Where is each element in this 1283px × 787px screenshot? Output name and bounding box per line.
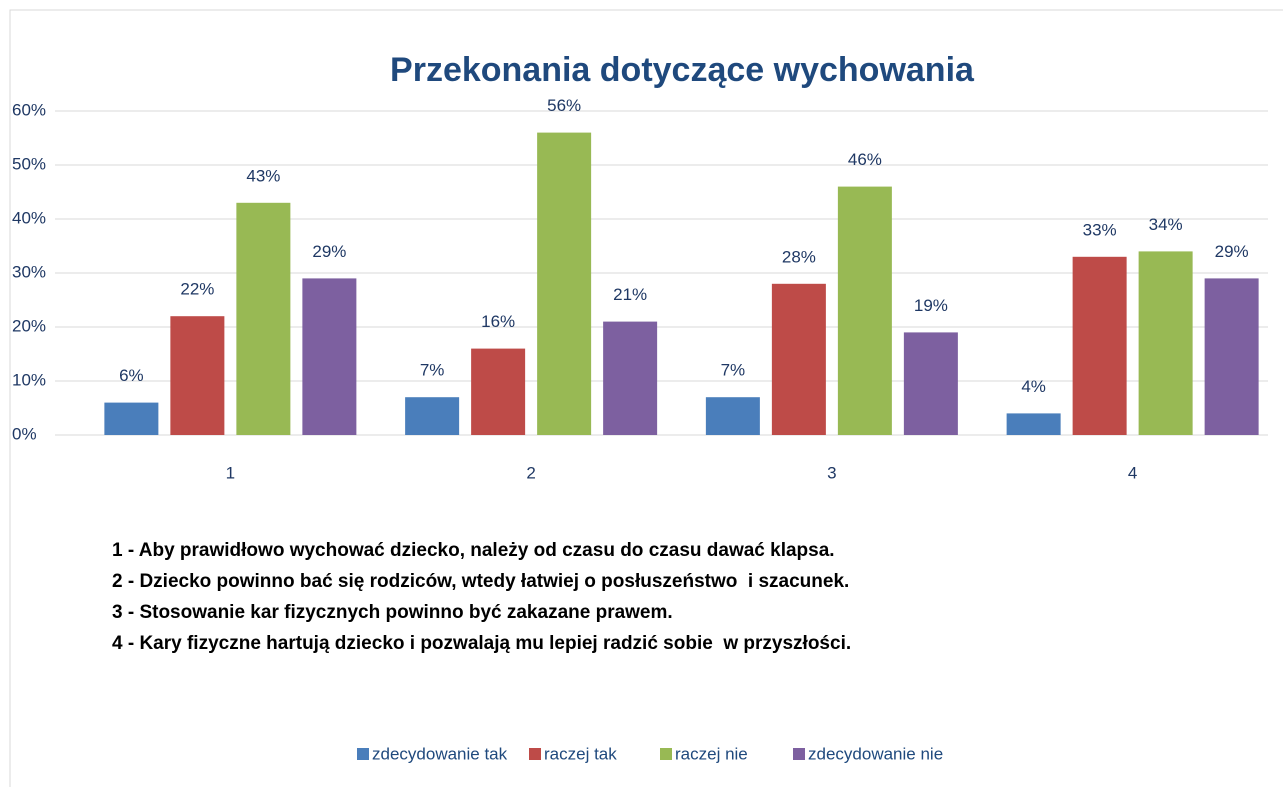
bar <box>771 283 826 435</box>
legend-swatch <box>660 748 672 760</box>
bar <box>903 332 958 435</box>
y-tick-label: 0% <box>12 424 37 443</box>
data-label: 34% <box>1149 215 1183 234</box>
bar <box>1072 256 1127 435</box>
bar <box>537 132 592 435</box>
data-label: 43% <box>246 166 280 185</box>
chart-title: Przekonania dotyczące wychowania <box>390 51 975 89</box>
legend-label: raczej tak <box>544 744 617 763</box>
x-tick-label: 2 <box>526 463 535 482</box>
bar <box>236 202 291 435</box>
data-label: 19% <box>914 296 948 315</box>
x-tick-label: 1 <box>226 463 235 482</box>
bar <box>837 186 892 435</box>
data-label: 28% <box>782 247 816 266</box>
bar <box>1138 251 1193 435</box>
data-label: 29% <box>1215 242 1249 261</box>
note: 2 - Dziecko powinno bać się rodziców, wt… <box>112 571 849 592</box>
legend-swatch <box>357 748 369 760</box>
legend-label: raczej nie <box>675 744 748 763</box>
y-tick-label: 20% <box>12 316 46 335</box>
chart-border <box>9 9 1283 787</box>
bar <box>104 402 159 435</box>
bar <box>1006 413 1061 435</box>
bar <box>302 278 357 435</box>
legend-swatch <box>529 748 541 760</box>
legend-swatch <box>793 748 805 760</box>
data-label: 29% <box>312 242 346 261</box>
data-label: 21% <box>613 285 647 304</box>
bar <box>705 397 760 435</box>
x-tick-label: 4 <box>1128 463 1137 482</box>
bar <box>405 397 460 435</box>
data-label: 6% <box>119 366 144 385</box>
data-label: 7% <box>721 361 746 380</box>
bar <box>603 321 658 435</box>
y-tick-label: 50% <box>12 154 46 173</box>
bar <box>471 348 526 435</box>
data-label: 7% <box>420 361 445 380</box>
data-label: 16% <box>481 312 515 331</box>
bar <box>170 316 225 435</box>
bar <box>1204 278 1259 435</box>
legend-label: zdecydowanie nie <box>808 744 943 763</box>
note: 4 - Kary fizyczne hartują dziecko i pozw… <box>112 633 851 654</box>
legend-label: zdecydowanie tak <box>372 744 508 763</box>
x-tick-label: 3 <box>827 463 836 482</box>
note: 1 - Aby prawidłowo wychować dziecko, nal… <box>112 540 835 561</box>
y-tick-label: 10% <box>12 370 46 389</box>
data-label: 33% <box>1083 220 1117 239</box>
y-tick-label: 30% <box>12 262 46 281</box>
y-tick-label: 60% <box>12 100 46 119</box>
data-label: 56% <box>547 96 581 115</box>
note: 3 - Stosowanie kar fizycznych powinno by… <box>112 602 673 623</box>
y-tick-label: 40% <box>12 208 46 227</box>
data-label: 22% <box>180 280 214 299</box>
data-label: 46% <box>848 150 882 169</box>
data-label: 4% <box>1021 377 1046 396</box>
